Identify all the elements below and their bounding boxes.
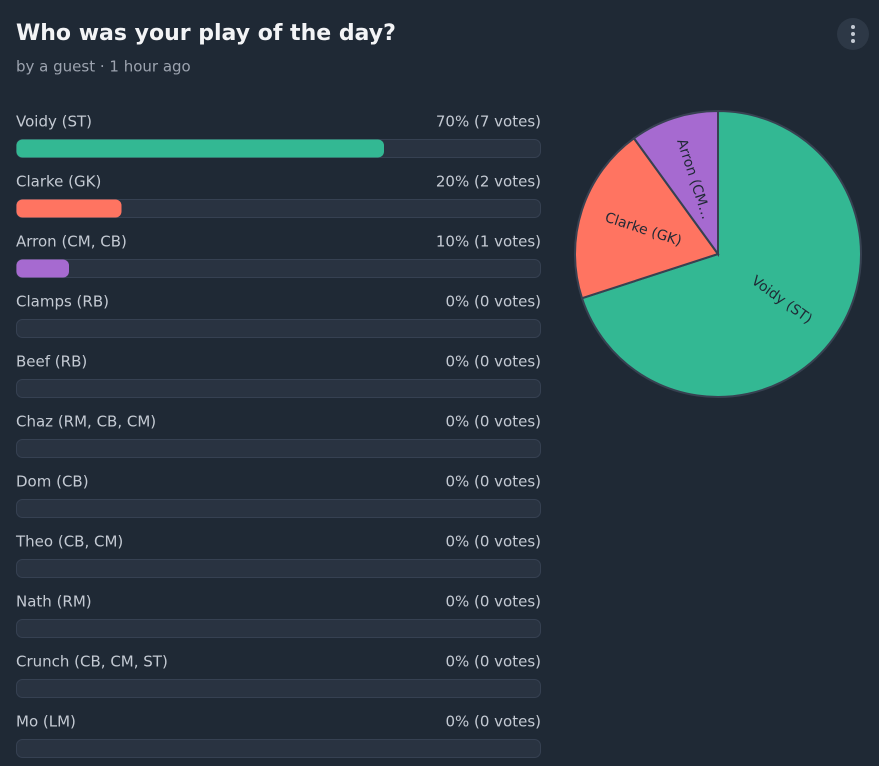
option-name: Dom (CB)	[16, 473, 89, 491]
pie-slice	[580, 109, 862, 398]
option-name: Clarke (GK)	[16, 173, 101, 191]
byline: by a guest · 1 hour ago	[16, 58, 191, 76]
option-result: 0% (0 votes)	[445, 713, 541, 731]
option-name: Mo (LM)	[16, 713, 76, 731]
option-result: 10% (1 votes)	[436, 233, 541, 251]
menu-dot	[851, 32, 855, 36]
bar-track	[16, 379, 541, 398]
bar	[16, 139, 384, 158]
option-name: Crunch (CB, CM, ST)	[16, 653, 168, 671]
poll-title: Who was your play of the day?	[16, 21, 396, 46]
option-name: Chaz (RM, CB, CM)	[16, 413, 156, 431]
option-name: Beef (RB)	[16, 353, 87, 371]
option-result: 0% (0 votes)	[445, 473, 541, 491]
option-name: Voidy (ST)	[16, 113, 92, 131]
option-name: Clamps (RB)	[16, 293, 109, 311]
bar	[16, 259, 69, 278]
menu-button[interactable]	[837, 18, 869, 50]
option-result: 0% (0 votes)	[445, 593, 541, 611]
option-name: Nath (RM)	[16, 593, 92, 611]
bar-track	[16, 679, 541, 698]
bar-track	[16, 439, 541, 458]
bar-track	[16, 619, 541, 638]
pie-slice	[574, 136, 720, 300]
menu-dot	[851, 25, 855, 29]
option-result: 70% (7 votes)	[436, 113, 541, 131]
option-result: 0% (0 votes)	[445, 533, 541, 551]
bar-track	[16, 319, 541, 338]
option-result: 0% (0 votes)	[445, 353, 541, 371]
bar-track	[16, 559, 541, 578]
option-result: 20% (2 votes)	[436, 173, 541, 191]
bar-track	[16, 499, 541, 518]
option-result: 0% (0 votes)	[445, 653, 541, 671]
bar-track	[16, 739, 541, 758]
bar-track	[16, 259, 541, 278]
pie-slice	[632, 109, 719, 258]
bar	[16, 199, 122, 218]
option-result: 0% (0 votes)	[445, 293, 541, 311]
menu-dot	[851, 39, 855, 43]
option-result: 0% (0 votes)	[445, 413, 541, 431]
option-name: Theo (CB, CM)	[15, 533, 123, 551]
option-name: Arron (CM, CB)	[16, 233, 127, 251]
